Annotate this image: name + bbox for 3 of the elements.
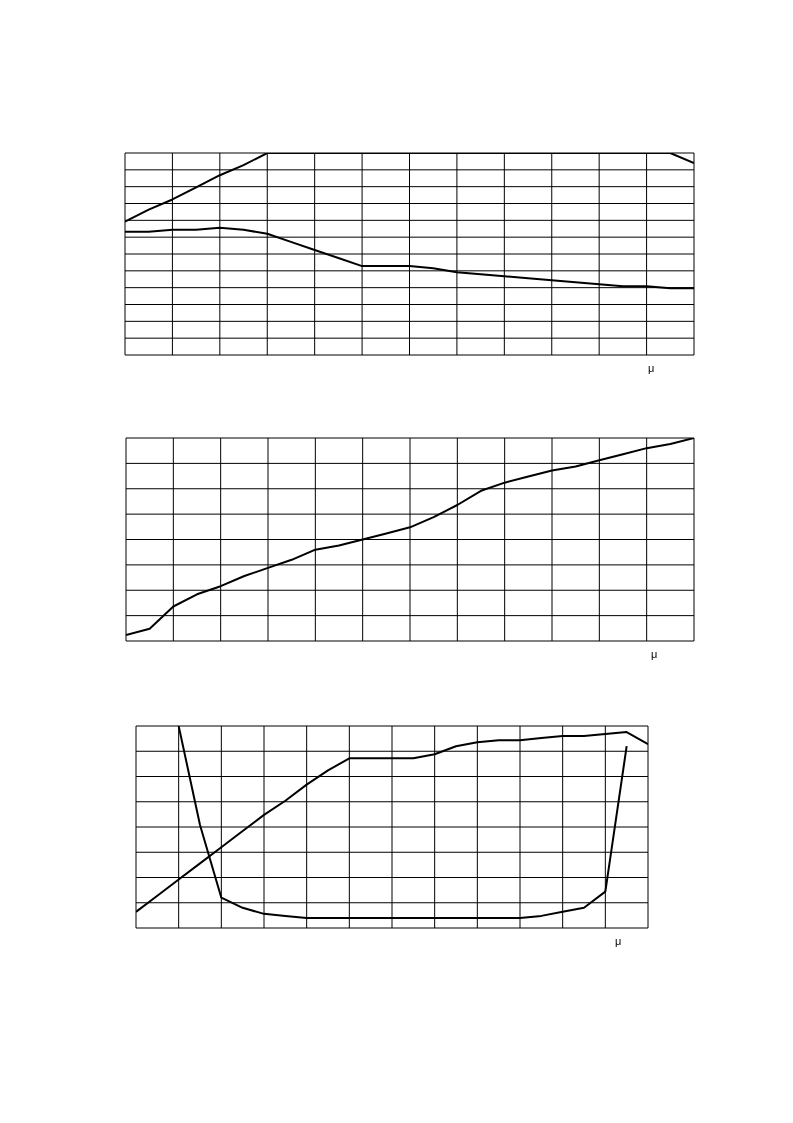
x-axis-title: μ [615,935,622,947]
x-axis-title: μ [648,362,655,374]
x-axis-title: μ [651,648,658,660]
